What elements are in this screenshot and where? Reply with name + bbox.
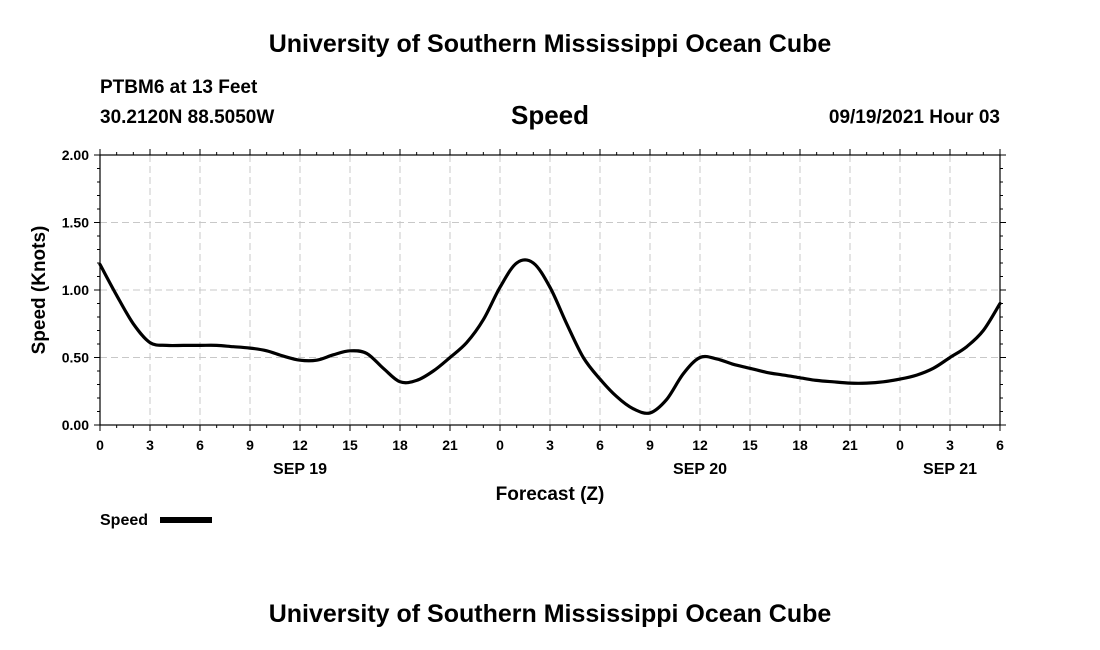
x-tick-label: 18 (392, 437, 408, 453)
x-tick-label: 6 (596, 437, 604, 453)
y-tick-label: 0.00 (62, 417, 89, 433)
timestamp: 09/19/2021 Hour 03 (828, 107, 1000, 128)
x-tick-label: 0 (496, 437, 504, 453)
x-tick-label: 18 (792, 437, 808, 453)
x-tick-label: 15 (342, 437, 358, 453)
x-date-label: SEP 19 (273, 461, 327, 478)
x-tick-label: 3 (546, 437, 554, 453)
x-tick-label: 21 (842, 437, 858, 453)
plot-frame (99, 154, 1001, 426)
x-tick-label: 3 (146, 437, 154, 453)
x-axis-label: Forecast (Z) (496, 484, 605, 505)
x-tick-label: 6 (996, 437, 1004, 453)
station-coordinates: 30.2120N 88.5050W (100, 107, 275, 128)
x-tick-label: 15 (742, 437, 758, 453)
plot-title: Speed (510, 100, 590, 130)
series-layer (98, 258, 1002, 415)
station-name-depth: PTBM6 at 13 Feet (100, 77, 258, 98)
y-tick-label: 0.50 (62, 350, 89, 366)
footer-title: University of Southern Mississippi Ocean… (268, 600, 832, 628)
x-date-label: SEP 20 (673, 461, 727, 478)
legend-label-speed: Speed (100, 512, 148, 529)
x-tick-label: 6 (196, 437, 204, 453)
y-tick-label: 2.00 (62, 147, 89, 163)
x-tick-label: 3 (946, 437, 954, 453)
x-tick-label: 9 (246, 437, 254, 453)
x-tick-label: 0 (896, 437, 904, 453)
x-tick-label: 21 (442, 437, 458, 453)
y-tick-label: 1.50 (62, 215, 89, 231)
axis-labels: 0.00 0.50 1.00 1.50 2.00 0 3 6 9 12 15 18 21 0 3 6 9 12 15… (62, 147, 1004, 478)
y-tick-label: 1.00 (62, 282, 89, 298)
legend: Speed (100, 512, 212, 529)
y-axis-label: Speed (Knots) (29, 226, 50, 355)
x-tick-label: 12 (292, 437, 308, 453)
x-tick-label: 12 (692, 437, 708, 453)
series-line-speed (98, 258, 1002, 415)
x-date-label: SEP 21 (923, 461, 977, 478)
header-title: University of Southern Mississippi Ocean… (268, 30, 832, 58)
x-tick-label: 9 (646, 437, 654, 453)
x-tick-label: 0 (96, 437, 104, 453)
